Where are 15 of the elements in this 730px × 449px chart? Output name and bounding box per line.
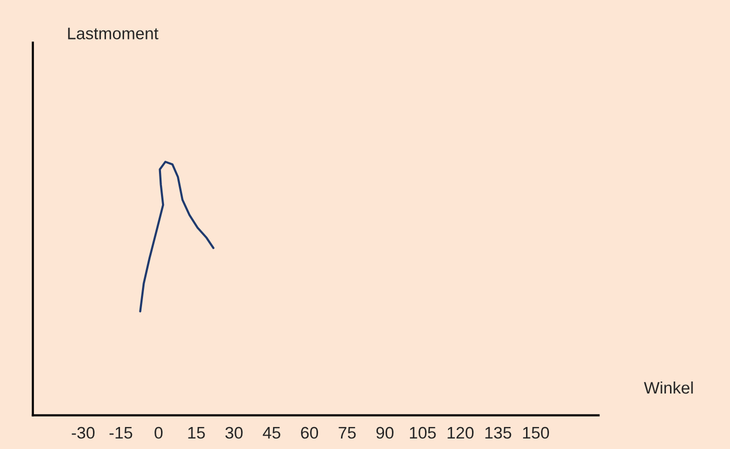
x-tick-label: 30 [225, 426, 243, 439]
x-tick-label: 90 [376, 426, 394, 439]
text: Lastmoment [68, 28, 158, 40]
x-tick-label: 135 [485, 426, 512, 439]
x-tick-label: 105 [410, 426, 436, 439]
x-tick-label: 150 [523, 426, 549, 439]
x-tick-label: -30 [72, 426, 95, 439]
x-tick-label: 75 [338, 427, 356, 439]
x-tick-label: -15 [110, 427, 132, 439]
x-tick-label: 60 [301, 426, 318, 439]
x-axis-title: Winkel [644, 381, 693, 394]
x-tick-label: 45 [262, 427, 280, 439]
x-tick-label: 120 [448, 426, 474, 439]
x-tick-label: 15 [188, 427, 205, 439]
x-tick-label: 0 [154, 426, 163, 439]
